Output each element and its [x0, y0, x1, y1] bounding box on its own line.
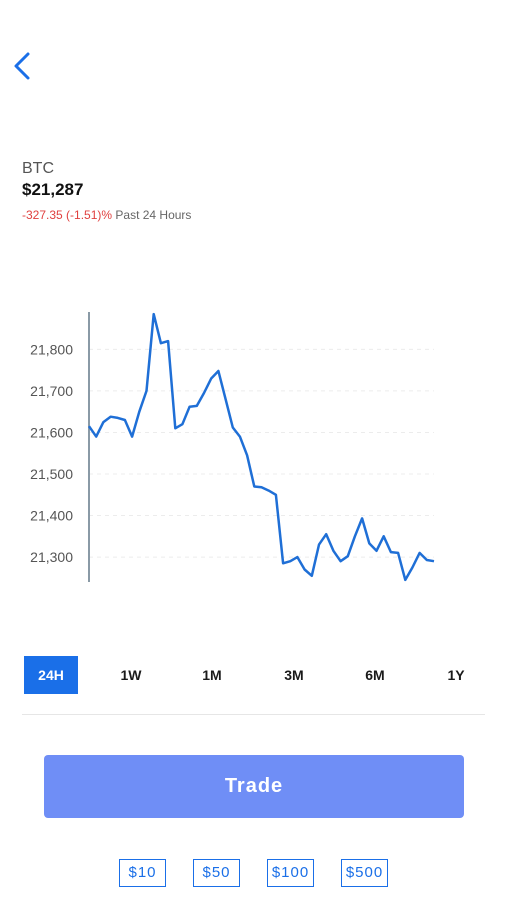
- range-1y[interactable]: 1Y: [447, 667, 465, 683]
- trade-button[interactable]: Trade: [44, 755, 464, 818]
- range-24h[interactable]: 24H: [24, 656, 78, 694]
- range-6m[interactable]: 6M: [365, 667, 385, 683]
- asset-ticker: BTC: [22, 160, 54, 177]
- price-chart[interactable]: 21,300 21,400 21,500 21,600 21,700 21,800: [0, 300, 507, 600]
- y-tick-label: 21,700: [30, 383, 73, 399]
- y-tick-label: 21,600: [30, 424, 73, 440]
- price-line: [87, 312, 435, 582]
- asset-price: $21,287: [22, 180, 84, 199]
- change-period: Past 24 Hours: [115, 208, 192, 222]
- back-button[interactable]: [8, 48, 36, 84]
- divider: [22, 714, 485, 715]
- range-1w[interactable]: 1W: [120, 667, 142, 683]
- y-tick-label: 21,400: [30, 508, 73, 524]
- amount-500-button[interactable]: $500: [341, 859, 388, 887]
- y-tick-label: 21,500: [30, 466, 73, 482]
- amount-100-button[interactable]: $100: [267, 859, 314, 887]
- y-tick-label: 21,300: [30, 549, 73, 565]
- range-3m[interactable]: 3M: [284, 667, 304, 683]
- quick-amounts: $10 $50 $100 $500: [0, 859, 507, 889]
- price-change: -327.35 (-1.51)%: [22, 208, 113, 222]
- range-1m[interactable]: 1M: [202, 667, 222, 683]
- amount-10-button[interactable]: $10: [119, 859, 166, 887]
- chevron-left-icon: [14, 52, 30, 80]
- time-range-selector: 24H 1W 1M 3M 6M 1Y: [22, 656, 484, 694]
- y-tick-label: 21,800: [30, 341, 73, 357]
- price-change-line: -327.35 (-1.51)% Past 24 Hours: [22, 208, 191, 222]
- amount-50-button[interactable]: $50: [193, 859, 240, 887]
